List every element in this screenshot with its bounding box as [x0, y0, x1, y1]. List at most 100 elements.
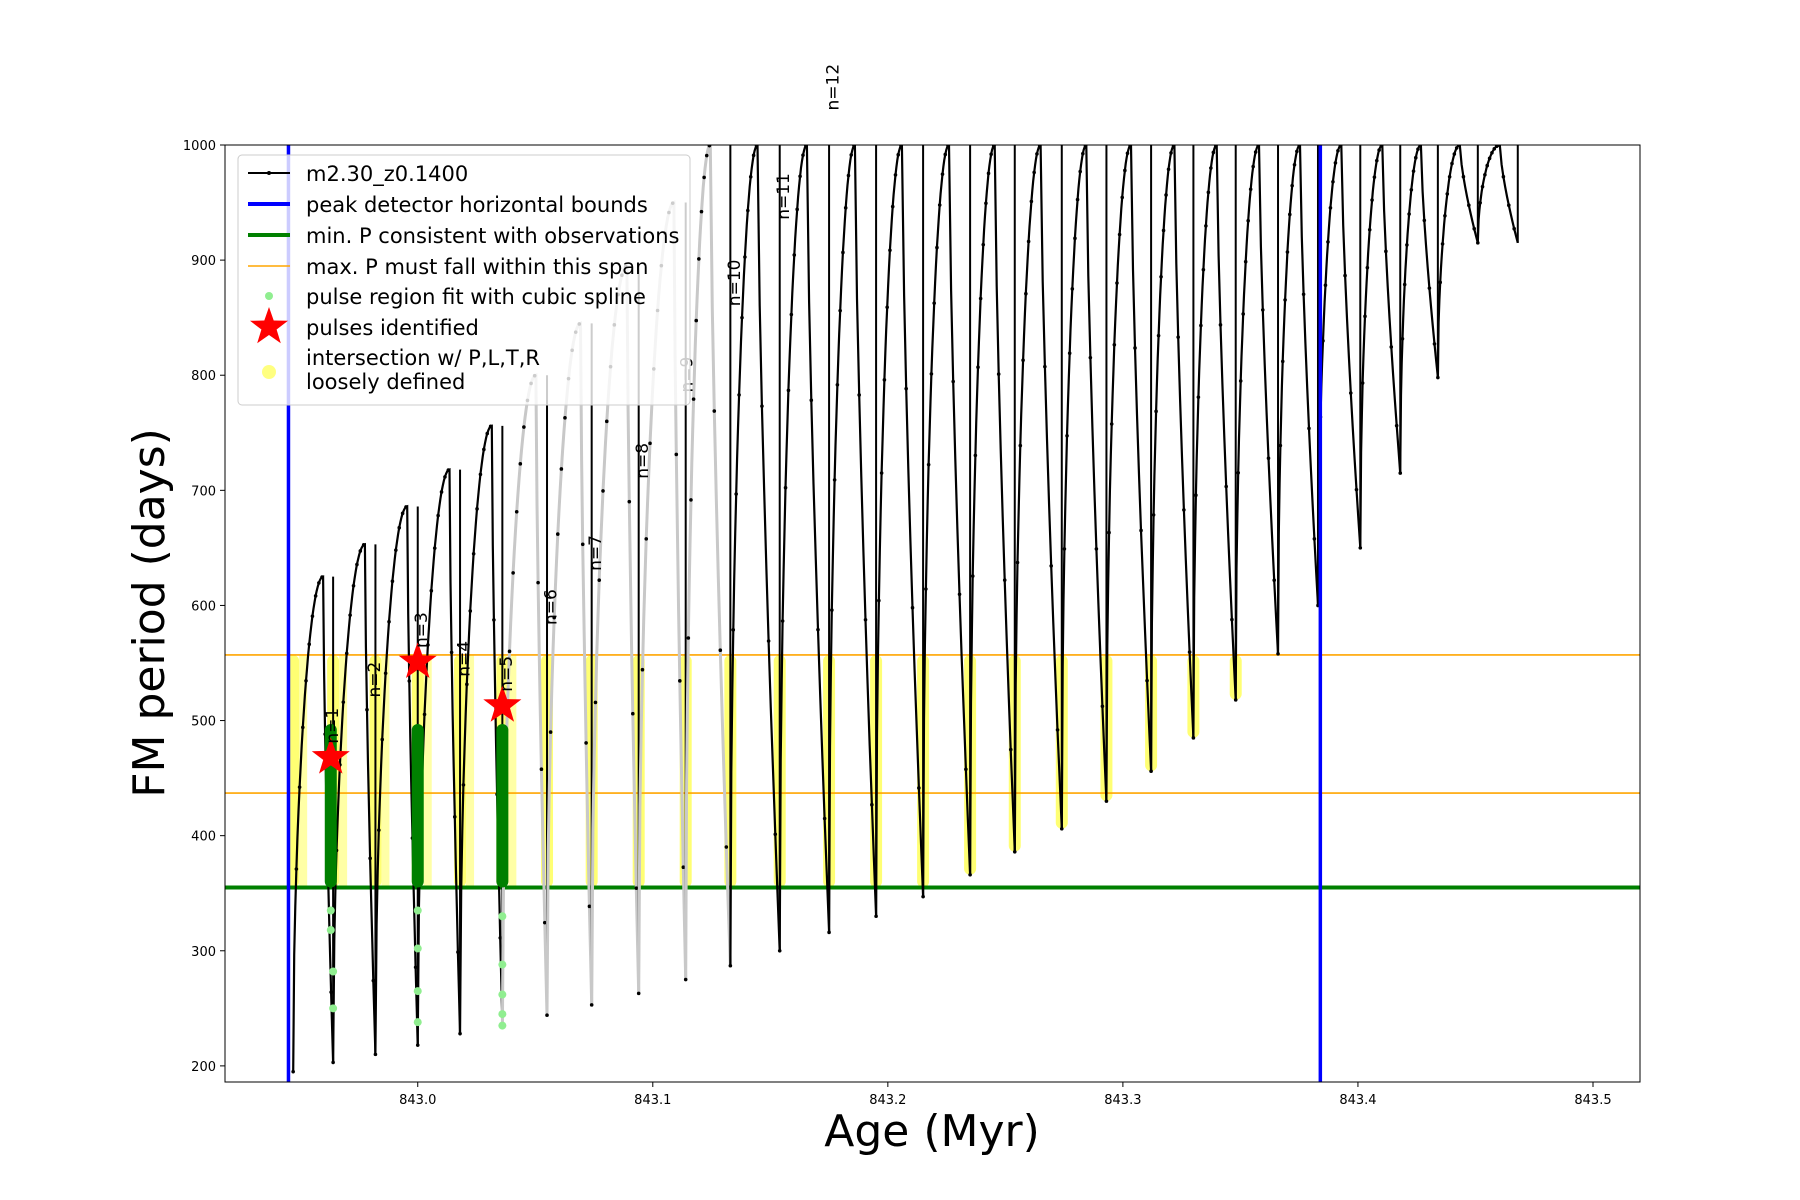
pulse-point [783, 485, 788, 490]
pulse-point [870, 802, 874, 807]
pulse-label: n=1 [323, 708, 343, 744]
pulse-point [1285, 250, 1290, 254]
pulse-point [1024, 291, 1028, 296]
pulse-point [468, 609, 473, 613]
pulse-point [996, 372, 1001, 376]
pulse-point [1506, 203, 1511, 208]
pulse-point [1338, 145, 1343, 148]
y-tick-label: 600 [191, 599, 216, 614]
pulse-point [355, 562, 359, 567]
pulse-point [1290, 183, 1294, 188]
pulse-point [809, 398, 814, 403]
pulse-point [1015, 560, 1020, 565]
loose-region [466, 654, 475, 888]
pulse-point [443, 475, 447, 479]
pulse-point [1389, 345, 1394, 349]
pulse-point [1283, 298, 1287, 302]
pulse-point [1377, 148, 1381, 152]
pulse-point [681, 865, 686, 869]
pulse-point [1374, 158, 1379, 163]
pulse-point [1073, 236, 1077, 241]
pulse-curve [458, 424, 504, 1034]
pulse-point [291, 1069, 295, 1074]
y-tick-label: 900 [191, 254, 216, 269]
y-tick-label: 400 [191, 830, 216, 845]
pulse-point [1169, 151, 1173, 155]
pulse-point [1483, 172, 1487, 177]
pulse-point [518, 462, 523, 466]
pulse-point [686, 636, 691, 640]
pulse-curve [828, 145, 878, 933]
pulse-point [589, 1003, 594, 1007]
pulse-point [368, 856, 372, 861]
pulse-point [973, 453, 978, 458]
pulse-point [1246, 218, 1250, 223]
pulse-point [1427, 286, 1432, 290]
pulse-curve [684, 145, 732, 980]
legend-label: max. P must fall within this span [306, 255, 648, 279]
pulse-point [689, 498, 693, 502]
x-axis-title: Age (Myr) [824, 1106, 1040, 1157]
pulse-label: n=11 [774, 173, 794, 220]
spline-point [413, 987, 422, 996]
pulse-point [777, 948, 782, 953]
x-tick-label: 843.0 [399, 1093, 436, 1108]
pulse-point [1438, 280, 1443, 285]
pulse-point [1312, 537, 1317, 541]
pulse-point [1418, 145, 1422, 148]
pulse-point [426, 643, 430, 647]
pulse-point [1120, 195, 1125, 200]
pulse-point [929, 372, 934, 376]
pulse-point [1307, 426, 1311, 431]
pulse-point [804, 145, 808, 148]
pulse-point [1292, 162, 1297, 167]
pulse-point [1333, 161, 1338, 165]
pulse-point [678, 679, 682, 683]
pulse-point [1432, 342, 1437, 346]
pulse-point [789, 312, 794, 317]
pulse-point [957, 592, 962, 597]
pulse-point [456, 950, 460, 954]
pulse-point [1043, 364, 1047, 369]
pulse-point [1204, 224, 1208, 228]
pulse-curve [969, 145, 1016, 875]
pulse-point [951, 379, 955, 384]
pulse-point [1461, 174, 1466, 179]
pulse-point [683, 977, 688, 982]
pulse-point [760, 404, 764, 408]
legend-label: loosely defined [306, 370, 465, 394]
pulse-point [478, 472, 483, 477]
pulse-point [380, 737, 385, 742]
pulse-point [1196, 395, 1201, 399]
pulse-point [1490, 151, 1494, 155]
pulse-point [1287, 212, 1292, 217]
pulse-point [841, 250, 845, 255]
pulse-point [801, 153, 805, 157]
pulse-point [1447, 174, 1452, 179]
pulse-point [361, 543, 366, 547]
pulse-point [1278, 443, 1283, 448]
pulse-point [1280, 359, 1285, 364]
pulse-point [436, 513, 440, 518]
pulse-curve [416, 467, 462, 1046]
y-tick-label: 800 [191, 369, 216, 384]
pulse-point [857, 393, 861, 397]
pulse-point [1133, 346, 1137, 350]
spline-fit-column [496, 724, 509, 888]
pulse-point [1301, 292, 1306, 297]
pulse-point [766, 639, 771, 643]
pulse-point [1241, 312, 1245, 316]
pulse-curve [1013, 145, 1063, 852]
pulse-point [1416, 147, 1420, 151]
pulse-point [1191, 736, 1196, 740]
pulse-point [429, 588, 434, 593]
pulse-point [852, 145, 856, 148]
pulse-point [313, 594, 318, 598]
pulse-point [702, 175, 706, 180]
pulse-point [627, 499, 632, 504]
pulse-curve [1192, 145, 1237, 738]
pulse-point [1012, 849, 1017, 854]
pulse-point [976, 365, 980, 370]
pulse-curve [778, 145, 831, 951]
pulse-point [1354, 487, 1359, 492]
